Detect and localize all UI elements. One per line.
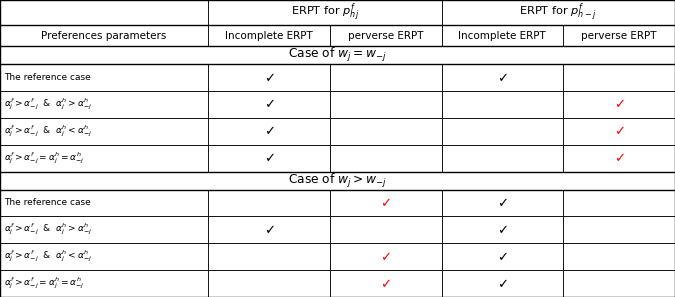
Text: ERPT for $p^f_{hj}$: ERPT for $p^f_{hj}$ xyxy=(291,1,359,24)
Bar xyxy=(441,145,563,171)
Text: $\checkmark$: $\checkmark$ xyxy=(380,277,391,290)
Bar xyxy=(0,270,209,297)
Bar xyxy=(209,64,329,91)
Text: $\checkmark$: $\checkmark$ xyxy=(614,124,624,138)
Bar xyxy=(441,118,563,145)
Bar xyxy=(563,243,675,270)
Bar xyxy=(441,270,563,297)
Text: $\checkmark$: $\checkmark$ xyxy=(263,151,274,165)
Bar xyxy=(209,270,329,297)
Bar xyxy=(0,216,209,243)
Bar xyxy=(209,216,329,243)
Text: $\checkmark$: $\checkmark$ xyxy=(497,250,508,263)
Bar xyxy=(563,25,675,46)
Bar xyxy=(329,91,441,118)
Text: perverse ERPT: perverse ERPT xyxy=(348,31,423,41)
Text: $\checkmark$: $\checkmark$ xyxy=(380,196,391,209)
Text: $\checkmark$: $\checkmark$ xyxy=(263,71,274,84)
Text: $\alpha^f_j > \alpha^f_{-j}$  &  $\alpha^h_j > \alpha^h_{-j}$: $\alpha^f_j > \alpha^f_{-j}$ & $\alpha^h… xyxy=(4,222,92,237)
Text: Case of $w_j = w_{-j}$: Case of $w_j = w_{-j}$ xyxy=(288,46,387,64)
Text: $\checkmark$: $\checkmark$ xyxy=(614,151,624,165)
Text: $\checkmark$: $\checkmark$ xyxy=(263,223,274,236)
Bar xyxy=(329,190,441,216)
Bar xyxy=(441,25,563,46)
Bar xyxy=(329,118,441,145)
Bar xyxy=(0,171,675,190)
Text: $\alpha^f_j > \alpha^f_{-j}$  &  $\alpha^h_j < \alpha^h_{-j}$: $\alpha^f_j > \alpha^f_{-j}$ & $\alpha^h… xyxy=(4,249,92,264)
Bar xyxy=(563,216,675,243)
Bar xyxy=(209,190,329,216)
Bar xyxy=(209,145,329,171)
Bar xyxy=(209,118,329,145)
Bar xyxy=(0,118,209,145)
Bar xyxy=(441,91,563,118)
Bar xyxy=(329,64,441,91)
Bar xyxy=(329,145,441,171)
Text: $\checkmark$: $\checkmark$ xyxy=(497,196,508,209)
Text: Incomplete ERPT: Incomplete ERPT xyxy=(458,31,546,41)
Text: $\alpha^f_j > \alpha^f_{-j} = \alpha^h_j = \alpha^h_{-j}$: $\alpha^f_j > \alpha^f_{-j} = \alpha^h_j… xyxy=(4,276,85,291)
Text: $\checkmark$: $\checkmark$ xyxy=(263,124,274,138)
Bar xyxy=(563,270,675,297)
Text: $\alpha^f_j > \alpha^f_{-j}$  &  $\alpha^h_j < \alpha^h_{-j}$: $\alpha^f_j > \alpha^f_{-j}$ & $\alpha^h… xyxy=(4,123,92,139)
Text: $\checkmark$: $\checkmark$ xyxy=(497,277,508,290)
Text: $\checkmark$: $\checkmark$ xyxy=(497,223,508,236)
Bar xyxy=(209,0,441,25)
Bar xyxy=(0,0,209,25)
Bar xyxy=(0,25,209,46)
Bar xyxy=(209,25,329,46)
Text: Preferences parameters: Preferences parameters xyxy=(41,31,167,41)
Bar xyxy=(0,145,209,171)
Bar xyxy=(441,190,563,216)
Bar xyxy=(0,243,209,270)
Text: perverse ERPT: perverse ERPT xyxy=(581,31,657,41)
Text: $\checkmark$: $\checkmark$ xyxy=(497,71,508,84)
Bar xyxy=(209,243,329,270)
Bar xyxy=(0,190,209,216)
Bar xyxy=(441,64,563,91)
Bar xyxy=(441,216,563,243)
Bar xyxy=(329,243,441,270)
Text: $\checkmark$: $\checkmark$ xyxy=(263,97,274,110)
Text: Incomplete ERPT: Incomplete ERPT xyxy=(225,31,313,41)
Bar xyxy=(329,270,441,297)
Text: $\checkmark$: $\checkmark$ xyxy=(380,250,391,263)
Text: $\alpha^f_j > \alpha^f_{-j}$  &  $\alpha^h_j > \alpha^h_{-j}$: $\alpha^f_j > \alpha^f_{-j}$ & $\alpha^h… xyxy=(4,96,92,112)
Bar xyxy=(563,91,675,118)
Bar xyxy=(209,91,329,118)
Text: Case of $w_j > w_{-j}$: Case of $w_j > w_{-j}$ xyxy=(288,172,387,190)
Bar xyxy=(329,25,441,46)
Bar xyxy=(329,216,441,243)
Text: ERPT for $p^f_{h-j}$: ERPT for $p^f_{h-j}$ xyxy=(519,1,597,24)
Bar xyxy=(0,91,209,118)
Text: $\alpha^f_j > \alpha^f_{-j} = \alpha^h_j = \alpha^h_{-j}$: $\alpha^f_j > \alpha^f_{-j} = \alpha^h_j… xyxy=(4,150,85,166)
Bar xyxy=(563,145,675,171)
Bar xyxy=(0,46,675,64)
Bar xyxy=(0,64,209,91)
Bar xyxy=(563,190,675,216)
Text: The reference case: The reference case xyxy=(4,73,91,82)
Bar xyxy=(441,0,675,25)
Bar xyxy=(563,64,675,91)
Text: $\checkmark$: $\checkmark$ xyxy=(614,97,624,110)
Bar xyxy=(563,118,675,145)
Bar xyxy=(441,243,563,270)
Text: The reference case: The reference case xyxy=(4,198,91,208)
